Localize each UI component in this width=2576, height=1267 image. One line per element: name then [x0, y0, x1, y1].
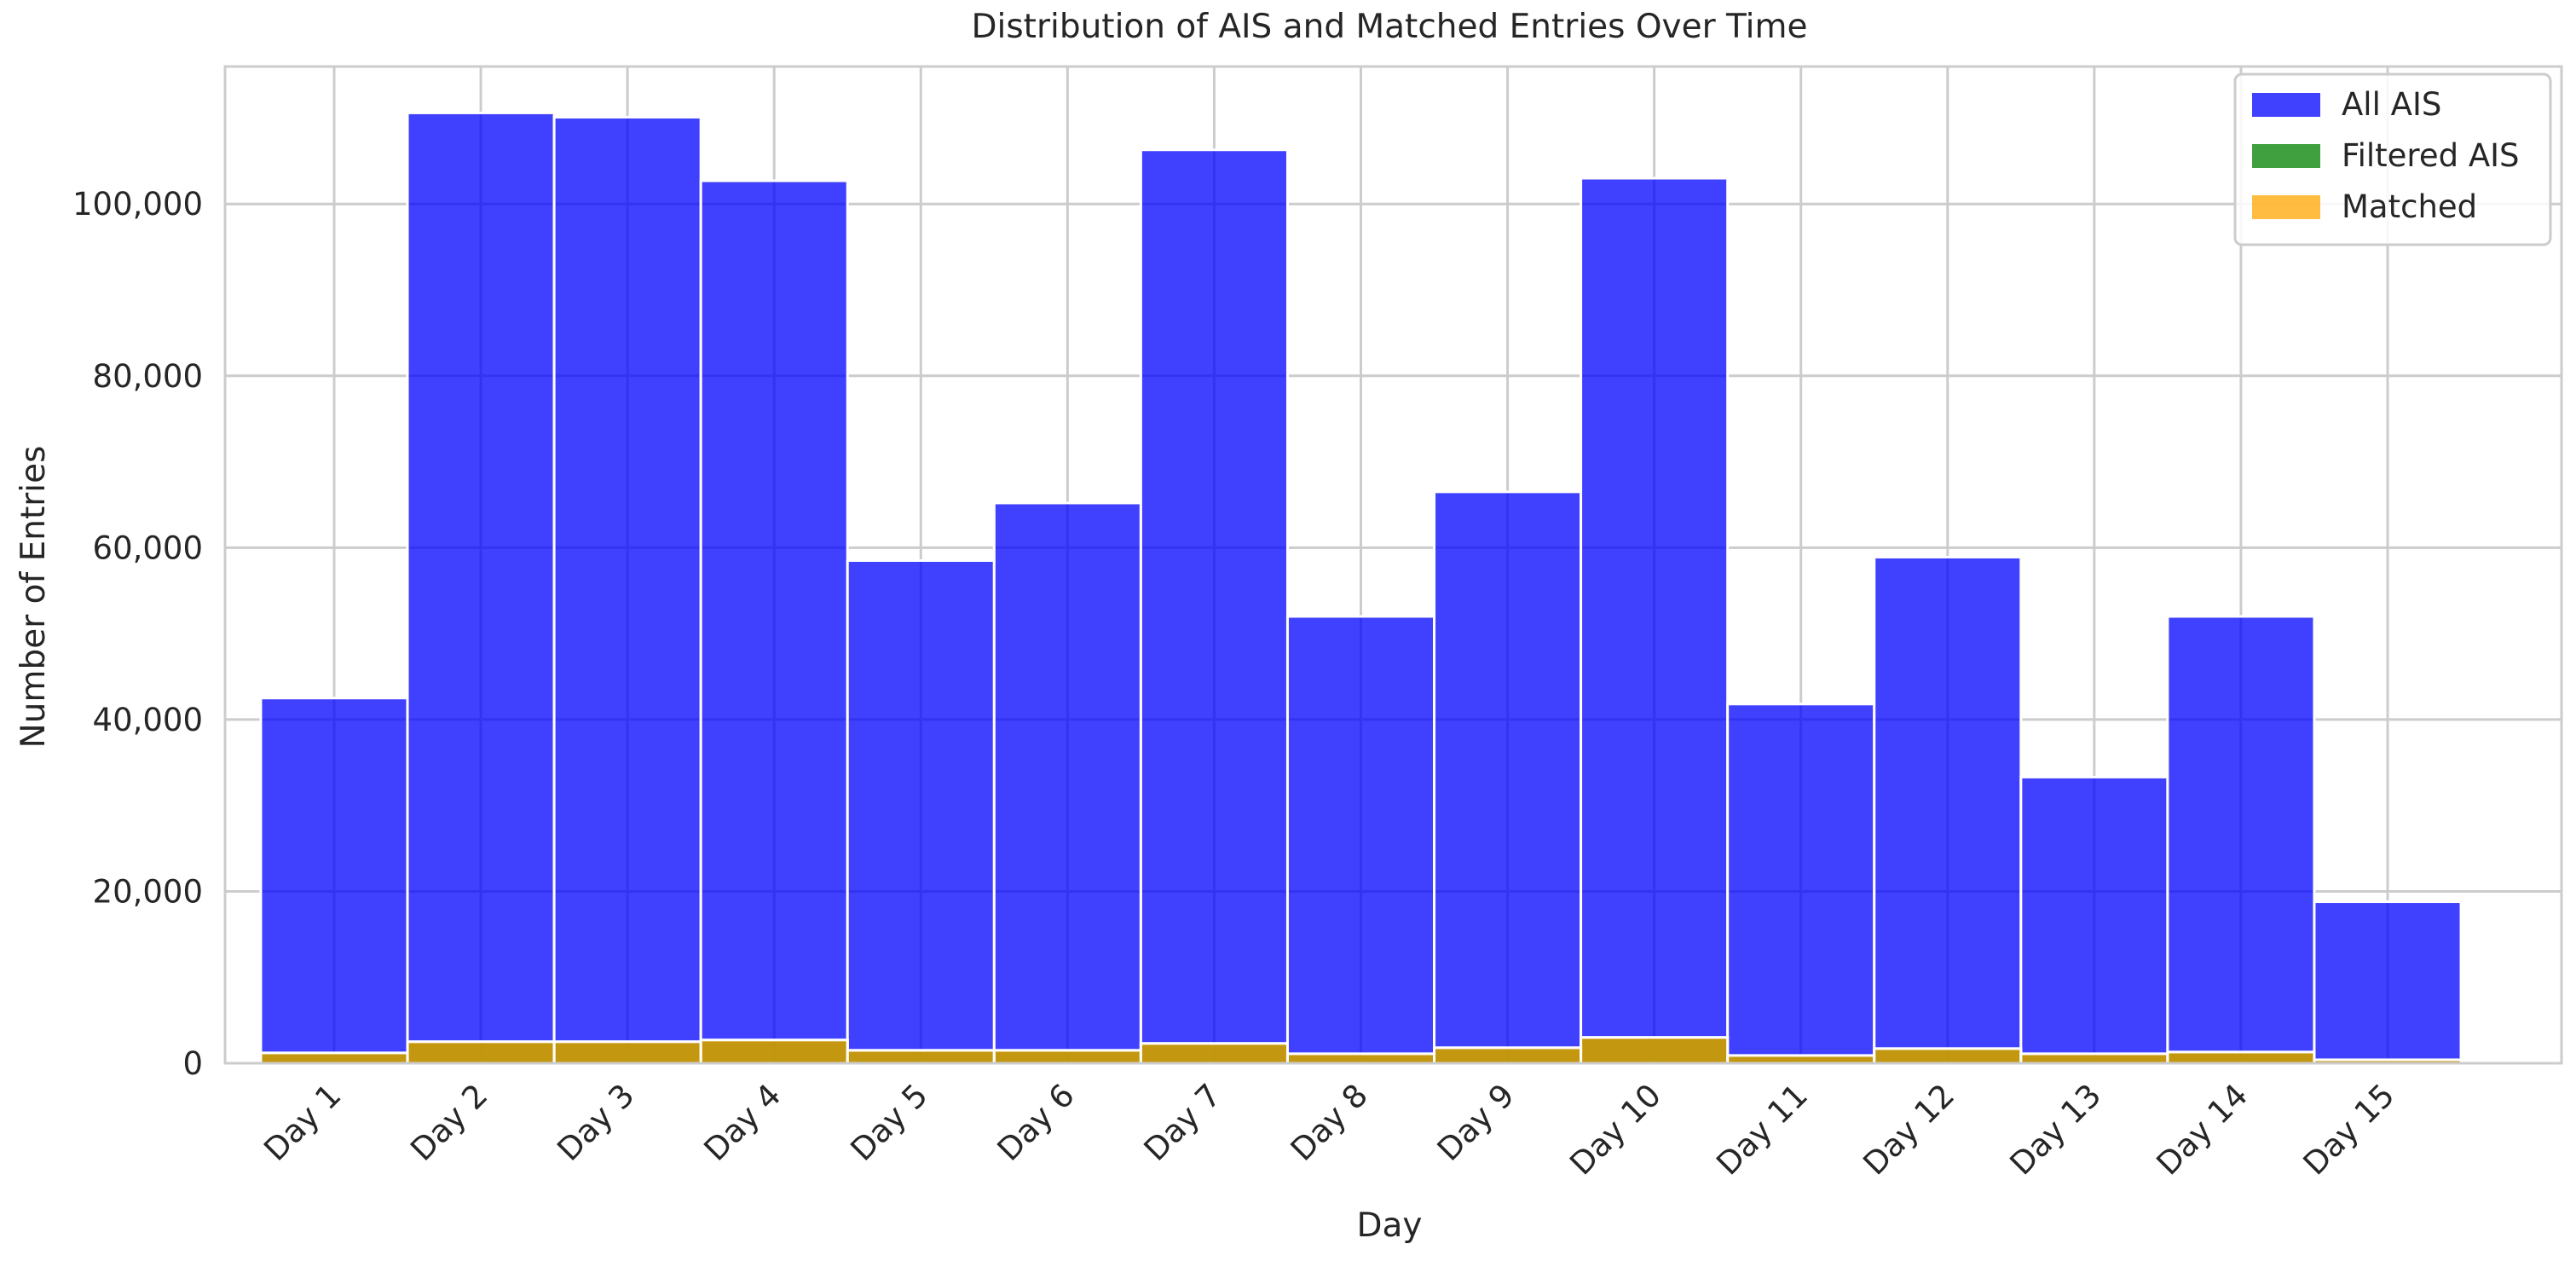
bar-matched — [699, 1038, 849, 1065]
legend-label: All AIS — [2342, 86, 2441, 123]
bar-all-ais — [2313, 900, 2463, 1065]
y-tick-label: 40,000 — [93, 702, 203, 738]
y-tick-label: 20,000 — [93, 873, 203, 910]
bar-all-ais — [1139, 148, 1289, 1065]
bar-all-ais — [2019, 775, 2169, 1065]
bar-matched — [992, 1049, 1142, 1065]
y-axis-label: Number of Entries — [14, 446, 53, 749]
y-tick-label: 80,000 — [93, 358, 203, 395]
bar-matched — [1139, 1042, 1289, 1065]
y-tick-label: 0 — [182, 1045, 203, 1082]
bar-all-ais — [1726, 703, 1876, 1065]
legend-swatch — [2252, 93, 2320, 117]
bar-all-ais — [1285, 615, 1436, 1065]
bar-matched — [406, 1040, 556, 1065]
y-tick-label: 100,000 — [72, 186, 203, 223]
bar-matched — [2166, 1050, 2316, 1065]
bar-all-ais — [992, 501, 1142, 1065]
y-tick-labels: 0 20,000 40,000 60,000 80,000 100,000 — [72, 186, 203, 1082]
legend-label: Matched — [2342, 188, 2477, 225]
bar-all-ais — [552, 115, 702, 1065]
y-tick-label: 60,000 — [93, 529, 203, 566]
bar-matched — [1873, 1047, 2023, 1065]
bar-all-ais — [1433, 490, 1583, 1065]
bar-matched — [1580, 1036, 1730, 1065]
bar-all-ais — [406, 111, 556, 1065]
x-axis-label: Day — [1356, 1206, 1422, 1245]
legend-swatch — [2252, 195, 2320, 219]
chart-title: Distribution of AIS and Matched Entries … — [971, 8, 1807, 46]
bar-all-ais — [259, 697, 409, 1065]
bar-matched — [552, 1040, 702, 1065]
bar-all-ais — [1580, 176, 1730, 1065]
bar-all-ais — [2166, 615, 2316, 1065]
bar-all-ais — [699, 179, 849, 1065]
plot-frame — [223, 65, 2563, 1065]
legend: All AIS Filtered AIS Matched — [2233, 72, 2552, 246]
bar-all-ais — [1873, 555, 2023, 1065]
bar-matched — [2019, 1052, 2169, 1065]
bars — [259, 111, 2463, 1065]
bar-matched — [846, 1049, 996, 1065]
legend-swatch — [2252, 144, 2320, 168]
bar-matched — [1433, 1046, 1583, 1065]
bar-matched — [259, 1051, 409, 1065]
legend-label: Filtered AIS — [2342, 137, 2520, 174]
bar-matched — [1285, 1052, 1436, 1065]
bar-all-ais — [846, 558, 996, 1065]
